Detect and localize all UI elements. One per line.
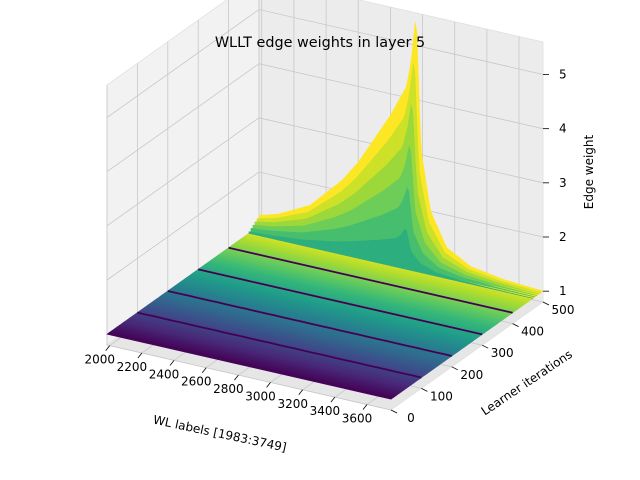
x-tick-label: 2800 xyxy=(213,382,244,396)
y-tick-labels: 0 100 200 300 400 500 xyxy=(407,303,574,425)
x-tick-label: 2400 xyxy=(149,367,180,381)
z-tick-label: 3 xyxy=(559,176,567,190)
y-tick-label: 400 xyxy=(521,325,544,339)
y-tick-mark xyxy=(482,344,489,349)
x-tick-mark xyxy=(105,345,111,351)
surface-band xyxy=(106,332,395,400)
y-tick-mark xyxy=(390,409,398,414)
y-tick-label: 200 xyxy=(460,368,483,382)
iteration-line xyxy=(198,268,483,336)
x-tick-mark xyxy=(137,352,143,359)
axes xyxy=(105,74,550,414)
iteration-line xyxy=(228,246,513,314)
x-tick-label: 3400 xyxy=(310,404,341,418)
y-tick-label: 100 xyxy=(430,389,453,403)
x-tick-mark xyxy=(362,404,368,410)
z-axis-label: Edge weight xyxy=(582,134,596,209)
x-tick-mark xyxy=(266,382,271,388)
y-tick-label: 500 xyxy=(552,303,575,317)
z-tick-label: 4 xyxy=(559,122,567,136)
gridline-z xyxy=(106,117,544,227)
iteration-line xyxy=(167,290,453,357)
y-tick-label: 0 xyxy=(407,411,415,425)
x-tick-mark xyxy=(298,389,304,396)
gridline-z xyxy=(106,9,544,118)
x-tick-label: 2000 xyxy=(84,353,115,367)
y-tick-mark xyxy=(512,323,519,327)
z-tick-label: 5 xyxy=(559,68,567,82)
x-tick-mark xyxy=(169,360,175,366)
chart-title: WLLT edge weights in layer 5 xyxy=(215,35,425,51)
y-tick-mark xyxy=(421,388,428,392)
y-tick-mark xyxy=(542,301,550,306)
ridge-strip xyxy=(537,291,540,293)
x-tick-mark xyxy=(201,367,207,373)
x-tick-label: 3000 xyxy=(245,389,276,403)
z-tick-label: 1 xyxy=(559,284,567,298)
iteration-highlight-lines xyxy=(137,246,513,379)
x-tick-label: 3600 xyxy=(342,412,373,426)
z-tick-label: 2 xyxy=(559,230,567,244)
x-tick-label: 3200 xyxy=(277,397,308,411)
gridline-z xyxy=(106,63,544,173)
y-tick-label: 300 xyxy=(491,346,514,360)
y-tick-mark xyxy=(451,366,458,371)
x-tick-mark xyxy=(330,396,336,403)
iteration-line xyxy=(137,311,422,379)
x-tick-label: 2600 xyxy=(181,375,212,389)
x-tick-label: 2200 xyxy=(117,360,148,374)
gridline-z xyxy=(106,171,544,281)
z-tick-labels: 1 2 3 4 5 xyxy=(559,68,567,299)
x-tick-mark xyxy=(234,374,239,381)
ridge-strip xyxy=(541,290,544,292)
